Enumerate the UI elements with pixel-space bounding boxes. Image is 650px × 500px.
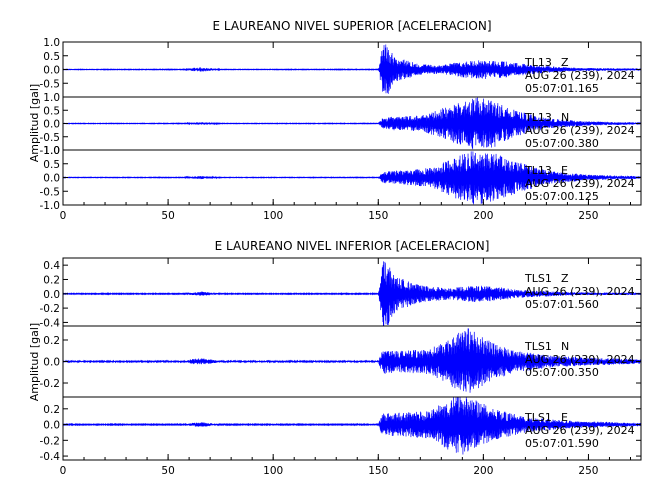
x-tick-label: 0 (60, 465, 67, 477)
y-tick-label: 0.5 (43, 159, 60, 171)
trace-component: Z (561, 272, 569, 285)
trace-date: AUG 26 (239), 2024 (525, 424, 635, 437)
y-tick-label: 0.0 (43, 119, 60, 131)
trace-time: 05:07:00.380 (525, 137, 599, 150)
trace-date: AUG 26 (239), 2024 (525, 69, 635, 82)
waveform-TL13-Z (62, 44, 642, 94)
y-tick-label: 0.2 (43, 404, 60, 416)
trace-component: E (561, 164, 568, 177)
x-tick-label: 200 (473, 465, 493, 477)
trace-component: N (561, 111, 569, 124)
y-tick-label: 1.0 (43, 145, 60, 157)
y-tick-label: -0.2 (40, 303, 61, 315)
trace-station: TL13 (524, 56, 552, 69)
trace-date: AUG 26 (239), 2024 (525, 124, 635, 137)
trace-time: 05:07:00.125 (525, 190, 599, 203)
y-tick-label: 0.0 (43, 173, 60, 185)
y-tick-label: 0.0 (43, 289, 60, 301)
y-tick-label: -0.5 (40, 186, 61, 198)
y-tick-label: -0.5 (40, 78, 61, 90)
y-tick-label: 0.5 (43, 105, 60, 117)
chart-title: E LAUREANO NIVEL INFERIOR [ACELERACION] (215, 239, 490, 253)
trace-station: TL13 (524, 111, 552, 124)
trace-date: AUG 26 (239), 2024 (525, 353, 635, 366)
y-tick-label: -0.4 (40, 451, 61, 463)
x-tick-label: 100 (263, 465, 283, 477)
chart-title: E LAUREANO NIVEL SUPERIOR [ACELERACION] (213, 19, 492, 33)
y-tick-label: 0.0 (43, 420, 60, 432)
plot-frame (62, 257, 642, 461)
waveform-TLS1-E (62, 396, 642, 455)
x-tick-label: 200 (473, 210, 493, 222)
x-tick-label: 150 (368, 210, 388, 222)
trace-time: 05:07:01.560 (525, 298, 599, 311)
y-tick-label: 0.2 (43, 335, 60, 347)
y-tick-label: -0.2 (40, 435, 61, 447)
trace-time: 05:07:01.165 (525, 82, 599, 95)
y-tick-label: -1.0 (40, 145, 61, 157)
x-tick-label: 50 (161, 465, 174, 477)
y-tick-label: 0.4 (43, 260, 60, 272)
x-tick-label: 100 (263, 210, 283, 222)
trace-time: 05:07:01.590 (525, 437, 599, 450)
trace-date: AUG 26 (239), 2024 (525, 177, 635, 190)
waveform-TL13-E (62, 151, 642, 205)
waveform-TL13-N (62, 97, 642, 150)
trace-component: N (561, 340, 569, 353)
y-axis-label: Amplitud [gal] (28, 84, 41, 162)
waveform-TLS1-Z (62, 261, 642, 326)
y-axis-label: Amplitud [gal] (28, 323, 41, 401)
y-tick-label: 1.0 (43, 92, 60, 104)
x-tick-label: 250 (578, 465, 598, 477)
trace-station: TLS1 (524, 411, 552, 424)
x-tick-label: 150 (368, 465, 388, 477)
y-tick-label: -0.5 (40, 132, 61, 144)
y-tick-label: 0.0 (43, 65, 60, 77)
waveform-TLS1-N (62, 328, 642, 393)
y-tick-label: 0.2 (43, 274, 60, 286)
y-tick-label: 0.5 (43, 51, 60, 63)
y-tick-label: -0.2 (40, 378, 61, 390)
y-tick-label: -1.0 (40, 200, 61, 212)
plot-frame (62, 41, 642, 206)
trace-time: 05:07:00.350 (525, 366, 599, 379)
x-tick-label: 50 (161, 210, 174, 222)
y-tick-label: 0.0 (43, 357, 60, 369)
trace-component: Z (561, 56, 569, 69)
trace-station: TLS1 (524, 272, 552, 285)
x-tick-label: 250 (578, 210, 598, 222)
y-tick-label: -0.4 (40, 317, 61, 329)
x-tick-label: 0 (60, 210, 67, 222)
trace-station: TLS1 (524, 340, 552, 353)
trace-station: TL13 (524, 164, 552, 177)
trace-component: E (561, 411, 568, 424)
trace-date: AUG 26 (239), 2024 (525, 285, 635, 298)
y-tick-label: 1.0 (43, 37, 60, 49)
